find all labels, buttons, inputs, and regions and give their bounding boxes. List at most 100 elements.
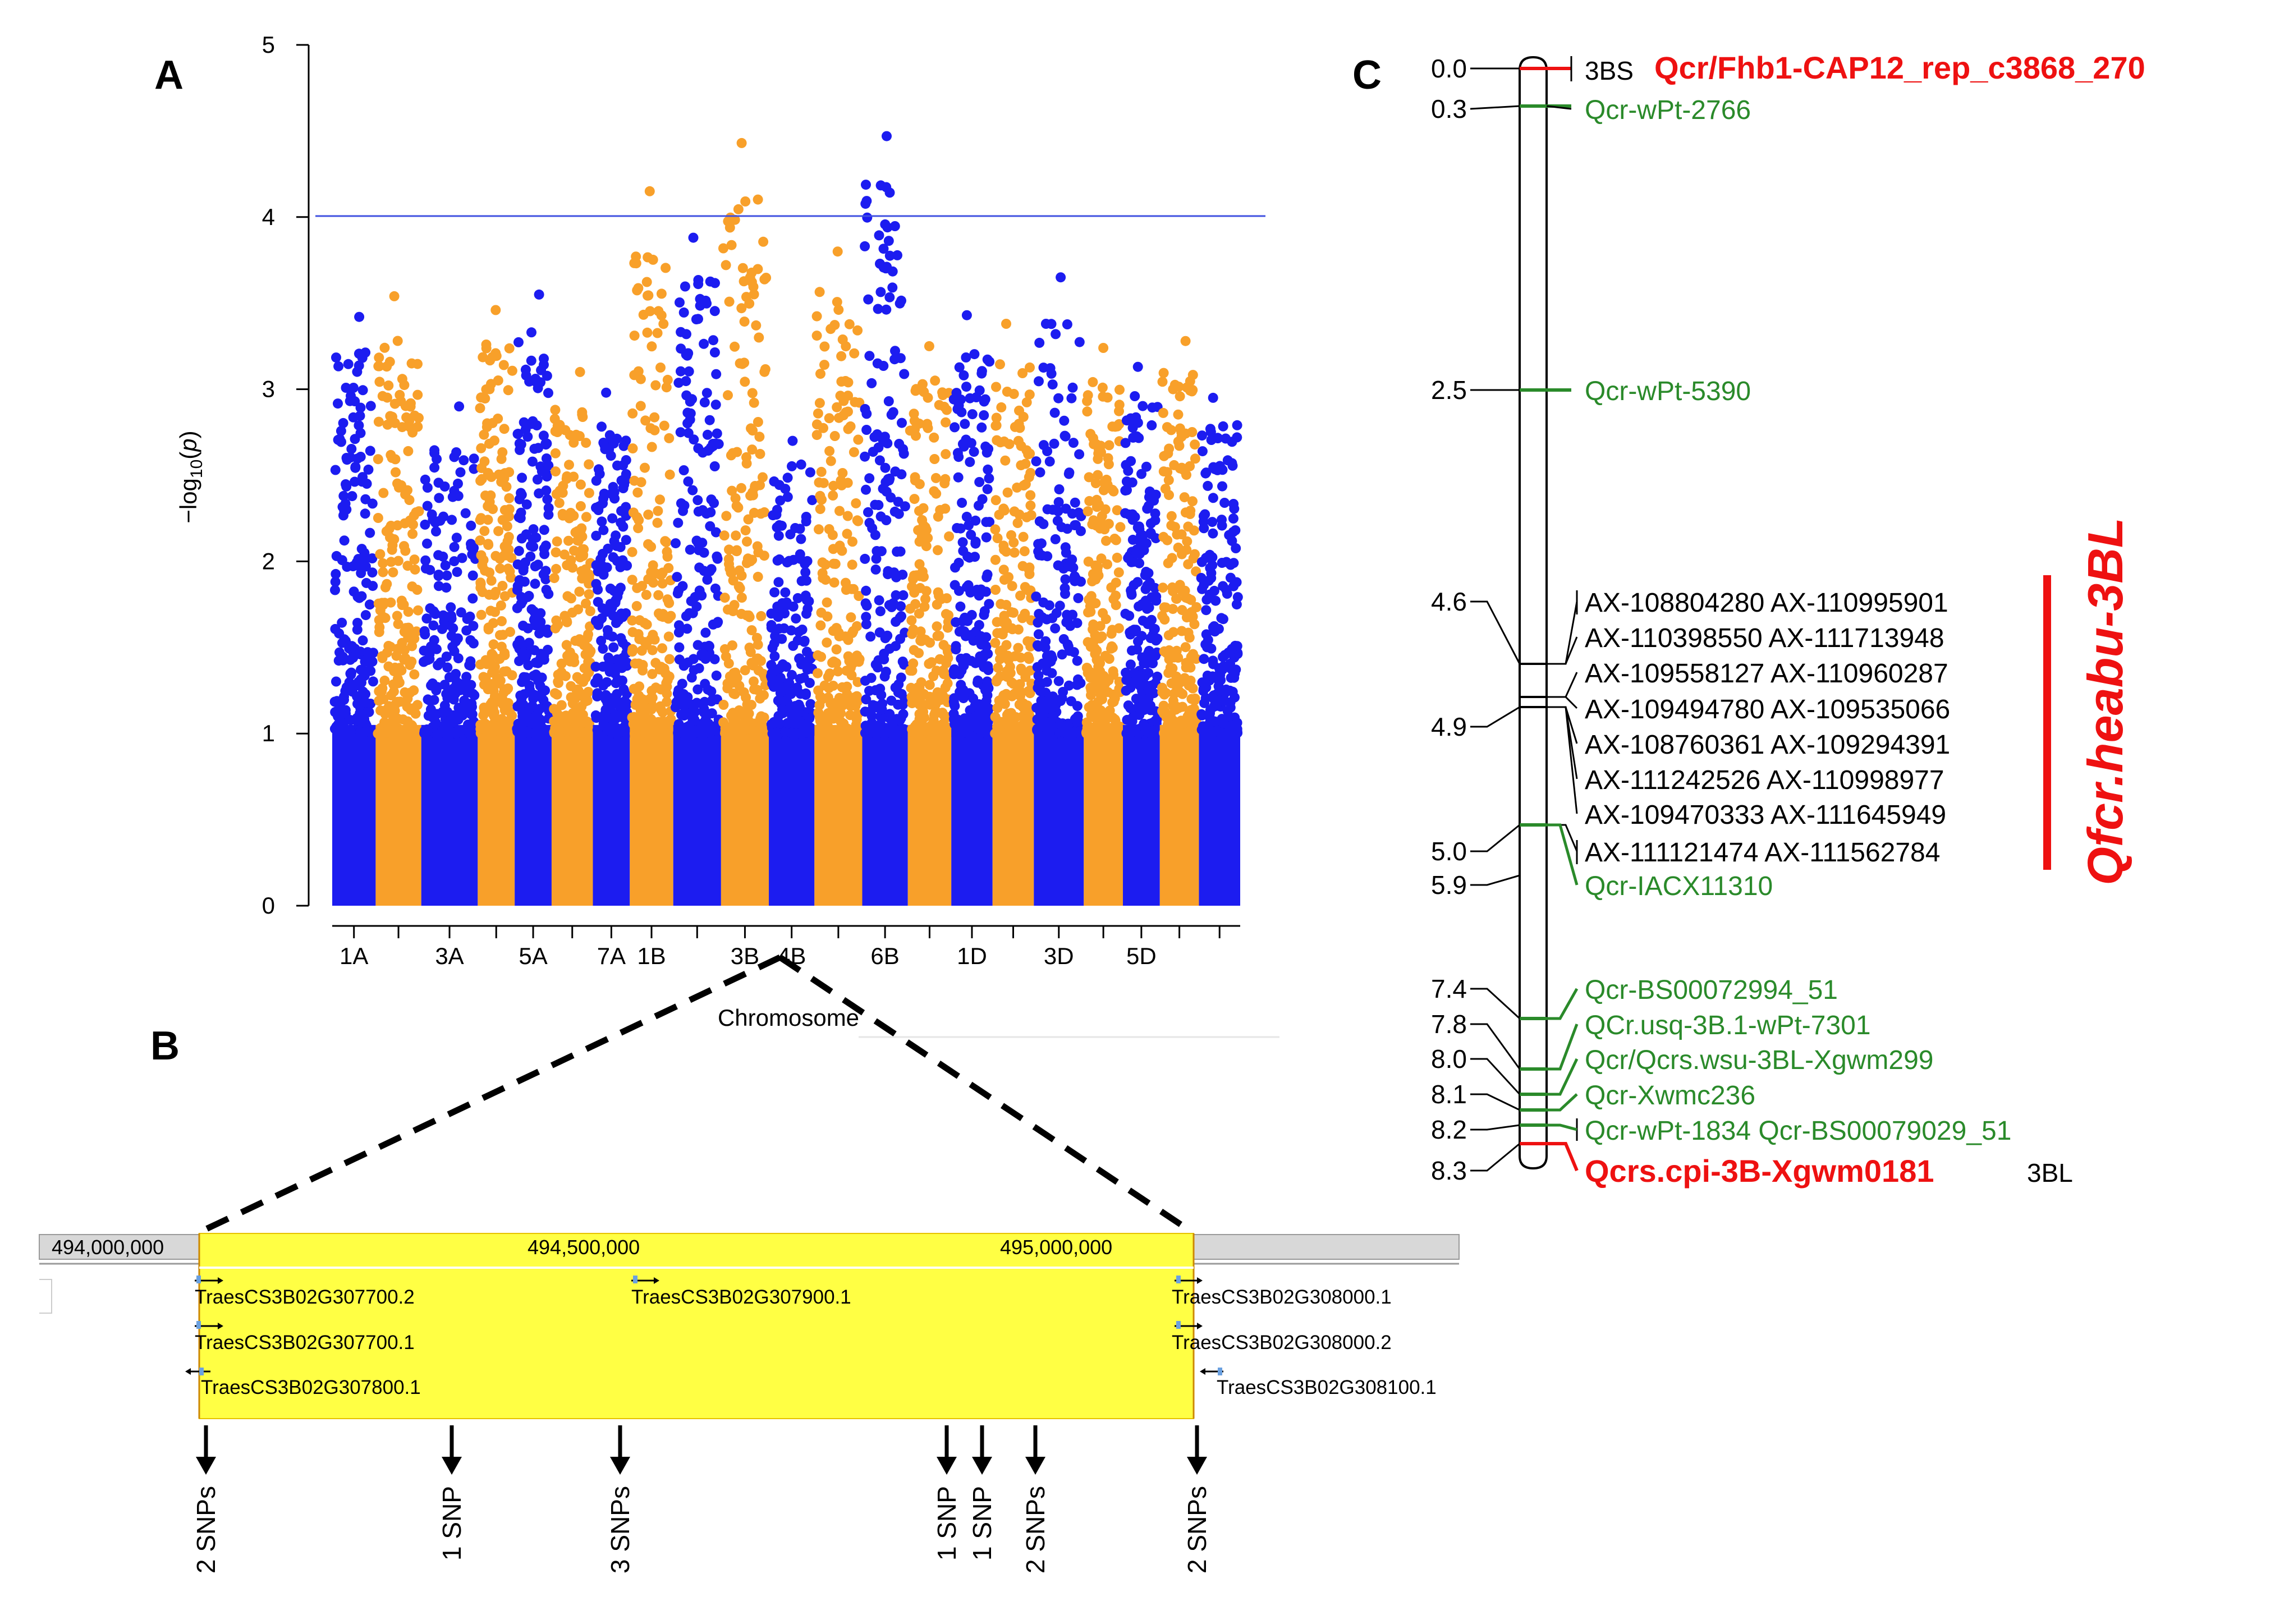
snp-point [864,351,875,361]
snp-point [999,505,1010,516]
snp-point [759,550,769,561]
snp-point [724,563,735,574]
snp-point [1213,433,1223,443]
snp-point [375,605,386,616]
snp-point [382,419,393,430]
snp-point [842,511,853,521]
snp-point [932,621,942,632]
snp-point [1104,440,1114,451]
marker-label: Qcr-Xwmc236 [1585,1081,1755,1111]
snp-point [917,515,928,525]
snp-point [1014,405,1024,416]
snp-point [640,462,650,473]
snp-point [488,639,499,650]
snp-point [741,610,752,621]
snp-point [1158,531,1169,542]
snp-point [598,719,609,730]
snp-point [542,370,552,381]
snp-point [617,710,627,721]
snp-point [1162,467,1173,478]
snp-point [1039,722,1049,732]
snp-point [461,625,472,636]
snp-point [479,680,489,690]
dense-snp-block [375,724,421,906]
snp-point [820,559,831,570]
snp-point [627,575,637,585]
snp-point [1151,591,1162,602]
snp-point [1141,567,1152,577]
snp-point [774,695,784,705]
snp-point [375,727,386,737]
snp-point [457,553,467,563]
map-position-label: 7.4 [1431,974,1467,1003]
coord-label-494000000: 494,000,000 [52,1236,164,1259]
snp-point [878,361,889,371]
snp-point [664,469,675,480]
position-leaders [1470,67,1521,1172]
snp-point [884,250,895,261]
gene-label: TraesCS3B02G307800.1 [201,1377,421,1398]
snp-point [567,607,577,618]
snp-point [1205,424,1216,434]
snp-point [1038,363,1049,373]
snp-point [707,708,717,719]
snp-point [1021,445,1032,456]
snp-point [468,638,479,649]
snp-point [958,693,969,704]
snp-point [346,444,357,454]
snp-point [659,663,669,674]
snp-point [554,485,565,496]
snp-point [1038,658,1048,669]
snp-point [706,686,717,697]
snp-point [497,725,507,736]
snp-point [591,579,602,589]
snp-point [580,696,590,707]
snp-point [399,541,409,552]
snp-point [1042,551,1053,562]
snp-point [1157,687,1168,698]
snp-point [1181,658,1191,668]
snp-point [883,236,894,246]
snp-point [466,542,476,552]
snp-point [444,672,455,682]
snp-point [377,651,388,662]
dense-snp-block [992,724,1034,906]
snp-point [435,728,446,738]
marker-label-ax: AX-109470333 AX-111645949 [1585,800,1946,830]
snp-point [759,507,770,517]
snp-point [656,288,667,299]
snp-point [1053,393,1064,403]
snp-point [575,501,586,511]
snp-point [693,314,703,324]
x-tick-label: 5A [519,943,547,969]
snp-point [627,644,638,654]
snp-point [1004,439,1015,449]
snp-point [814,477,824,488]
chromosome-points-3D [1031,272,1086,906]
snp-point [1016,666,1027,676]
snp-point [475,475,486,486]
snp-point [1202,642,1212,653]
snp-point [674,642,685,653]
snp-point [683,428,694,438]
snp-point [920,594,930,604]
snp-point [719,593,730,603]
snp-point [678,465,689,475]
snp-point [503,563,513,574]
snp-point [551,466,561,477]
gene-label: TraesCS3B02G308100.1 [1217,1377,1437,1398]
snp-point [709,347,720,357]
snp-point [755,448,765,459]
snp-point [840,376,851,386]
snp-point [1093,453,1103,464]
snp-point [503,531,514,542]
snp-point [1020,704,1030,715]
snp-point [1060,542,1071,553]
snp-point [863,507,873,517]
snp-point [911,430,921,441]
snp-point [956,680,966,690]
snp-point [675,297,685,308]
snp-point [516,488,526,498]
snp-point [796,534,806,544]
x-tick-label: 3D [1044,943,1074,969]
